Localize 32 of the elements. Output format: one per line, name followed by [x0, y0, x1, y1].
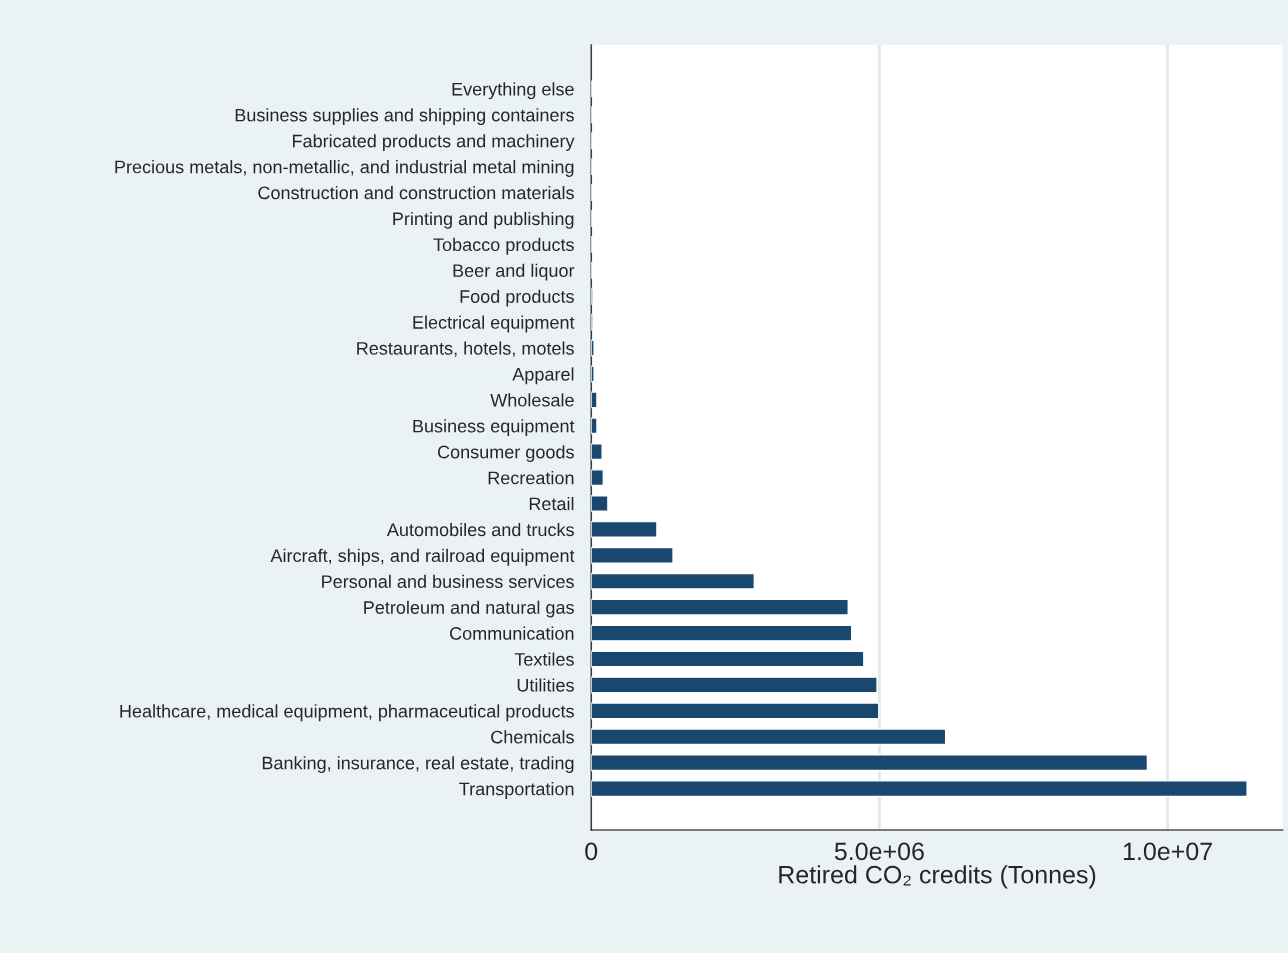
x-axis-title: Retired CO₂ credits (Tonnes) — [779, 865, 1096, 889]
y-tick-label: Tobacco products — [433, 237, 574, 255]
y-tick-label: Beer and liquor — [453, 263, 575, 281]
y-tick-label: Restaurants, hotels, motels — [357, 341, 574, 357]
y-tick-label: Aircraft, ships, and railroad equipment — [270, 548, 575, 566]
y-tick-label: Precious metals, non-metallic, and industrial metal mining — [115, 160, 574, 177]
y-tick-label: Communication — [450, 626, 574, 640]
y-tick-label: Transportation — [459, 782, 574, 799]
y-tick-label: Recreation — [488, 471, 574, 485]
x-tick-label: 0 — [585, 842, 598, 861]
x-tick-label: 1.0e+07 — [1123, 842, 1212, 861]
y-tick-label: Automobiles and trucks — [386, 522, 574, 537]
y-tick-label: Textiles — [514, 652, 574, 666]
y-tick-label: Fabricated products and machinery — [293, 134, 575, 151]
x-tick-label: 5.0e+06 — [834, 842, 924, 861]
y-tick-label: Consumer goods — [437, 445, 574, 462]
y-tick-label: Everything else — [452, 82, 574, 100]
y-tick-label: Printing and publishing — [393, 211, 574, 229]
y-tick-label: Petroleum and natural gas — [364, 600, 574, 618]
y-tick-label: Banking, insurance, real estate, trading — [262, 756, 574, 773]
y-tick-label: Chemicals — [491, 730, 574, 744]
y-tick-label: Wholesale — [490, 393, 574, 407]
y-tick-label: Food products — [460, 289, 574, 307]
y-tick-label: Personal and business services — [322, 574, 574, 588]
y-tick-label: Construction and construction materials — [258, 185, 574, 200]
y-tick-label: Business supplies and shipping containers — [235, 108, 574, 126]
y-tick-label: Healthcare, medical equipment, pharmaceutical products — [120, 704, 574, 722]
y-tick-label: Electrical equipment — [413, 315, 575, 333]
y-tick-label: Business equipment — [413, 419, 575, 437]
y-tick-label: Apparel — [512, 367, 574, 385]
y-tick-label: Utilities — [517, 678, 574, 692]
y-tick-label: Retail — [529, 496, 574, 511]
